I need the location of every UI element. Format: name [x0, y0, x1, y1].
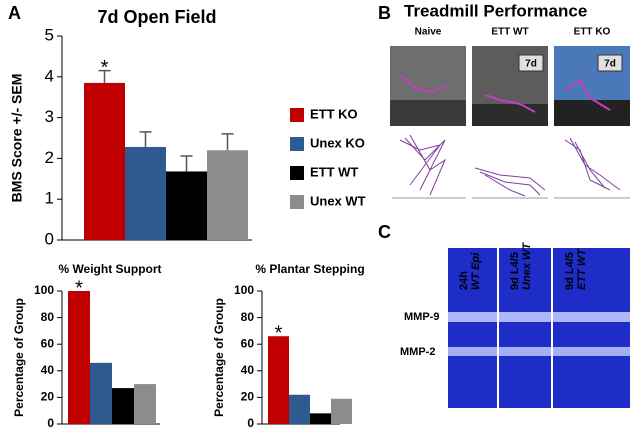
bar: [90, 362, 112, 424]
bar: [310, 413, 331, 424]
panel-label: A: [8, 3, 21, 23]
bar: [289, 394, 310, 424]
bar: [331, 398, 352, 424]
bar: [268, 336, 289, 424]
chart-title: 7d Open Field: [97, 7, 216, 27]
panel-label: B: [378, 3, 391, 23]
y-tick-label: 100: [234, 283, 254, 297]
legend-swatch: [290, 195, 304, 209]
legend-swatch: [290, 108, 304, 122]
zymogram-gel: [448, 248, 630, 408]
y-tick-label: 80: [41, 310, 55, 324]
bar: [68, 291, 90, 424]
y-tick-label: 40: [241, 363, 255, 377]
legend-label: ETT WT: [310, 164, 358, 179]
y-tick-label: 0: [47, 416, 54, 429]
y-tick-label: 0: [45, 229, 54, 248]
legend-label: Unex KO: [310, 135, 365, 150]
y-tick-label: 5: [45, 25, 54, 44]
lane-label: WT Epi: [470, 252, 482, 290]
panel-label: C: [378, 222, 391, 242]
timepoint-label: 7d: [525, 59, 537, 70]
band-label: MMP-9: [404, 311, 439, 323]
lane-label: Unex WT: [521, 242, 533, 290]
chart-title: % Plantar Stepping: [255, 262, 364, 276]
y-tick-label: 1: [45, 189, 54, 208]
annotation: *: [75, 277, 83, 299]
y-tick-label: 100: [34, 283, 54, 297]
y-tick-label: 60: [241, 336, 255, 350]
bar: [125, 146, 166, 240]
video-frames: 7d 7d: [390, 46, 630, 126]
stick-figures: [392, 134, 630, 199]
error-bar: [180, 155, 193, 172]
timepoint-label: 7d: [604, 59, 616, 70]
lane-label: 24h: [458, 271, 470, 290]
legend-swatch: [290, 166, 304, 180]
y-tick-label: 3: [45, 107, 54, 126]
lane-label: 9d L4/5: [564, 252, 576, 290]
legend-swatch: [290, 137, 304, 151]
group-label: ETT WT: [491, 27, 528, 38]
y-tick-label: 0: [247, 416, 254, 429]
bar: [112, 388, 134, 424]
y-tick-label: 40: [41, 363, 55, 377]
annotation: *: [101, 57, 109, 79]
y-axis-label: BMS Score +/- SEM: [9, 74, 25, 203]
y-tick-label: 80: [241, 310, 255, 324]
y-axis-label: Percentage of Group: [212, 298, 226, 417]
group-label: Naive: [415, 27, 442, 38]
bar: [207, 150, 248, 240]
y-tick-label: 2: [45, 148, 54, 167]
legend-label: Unex WT: [310, 193, 366, 208]
lane-label: 9d L4/5: [509, 252, 521, 290]
treadmill-title: Treadmill Performance: [404, 1, 587, 20]
lane-label: ETT WT: [576, 248, 588, 290]
legend-label: ETT KO: [310, 106, 358, 121]
error-bar: [139, 131, 152, 147]
y-tick-label: 20: [41, 390, 55, 404]
bar: [166, 171, 207, 240]
group-label: ETT KO: [574, 27, 611, 38]
bar: [84, 82, 125, 240]
y-tick-label: 4: [45, 66, 54, 85]
y-tick-label: 60: [41, 336, 55, 350]
y-axis-label: Percentage of Group: [12, 298, 26, 417]
error-bar: [98, 69, 111, 83]
chart-title: % Weight Support: [58, 262, 161, 276]
band-label: MMP-2: [400, 346, 435, 358]
y-tick-label: 20: [241, 390, 255, 404]
bar: [134, 384, 156, 424]
annotation: *: [275, 323, 283, 345]
error-bar: [221, 133, 234, 151]
